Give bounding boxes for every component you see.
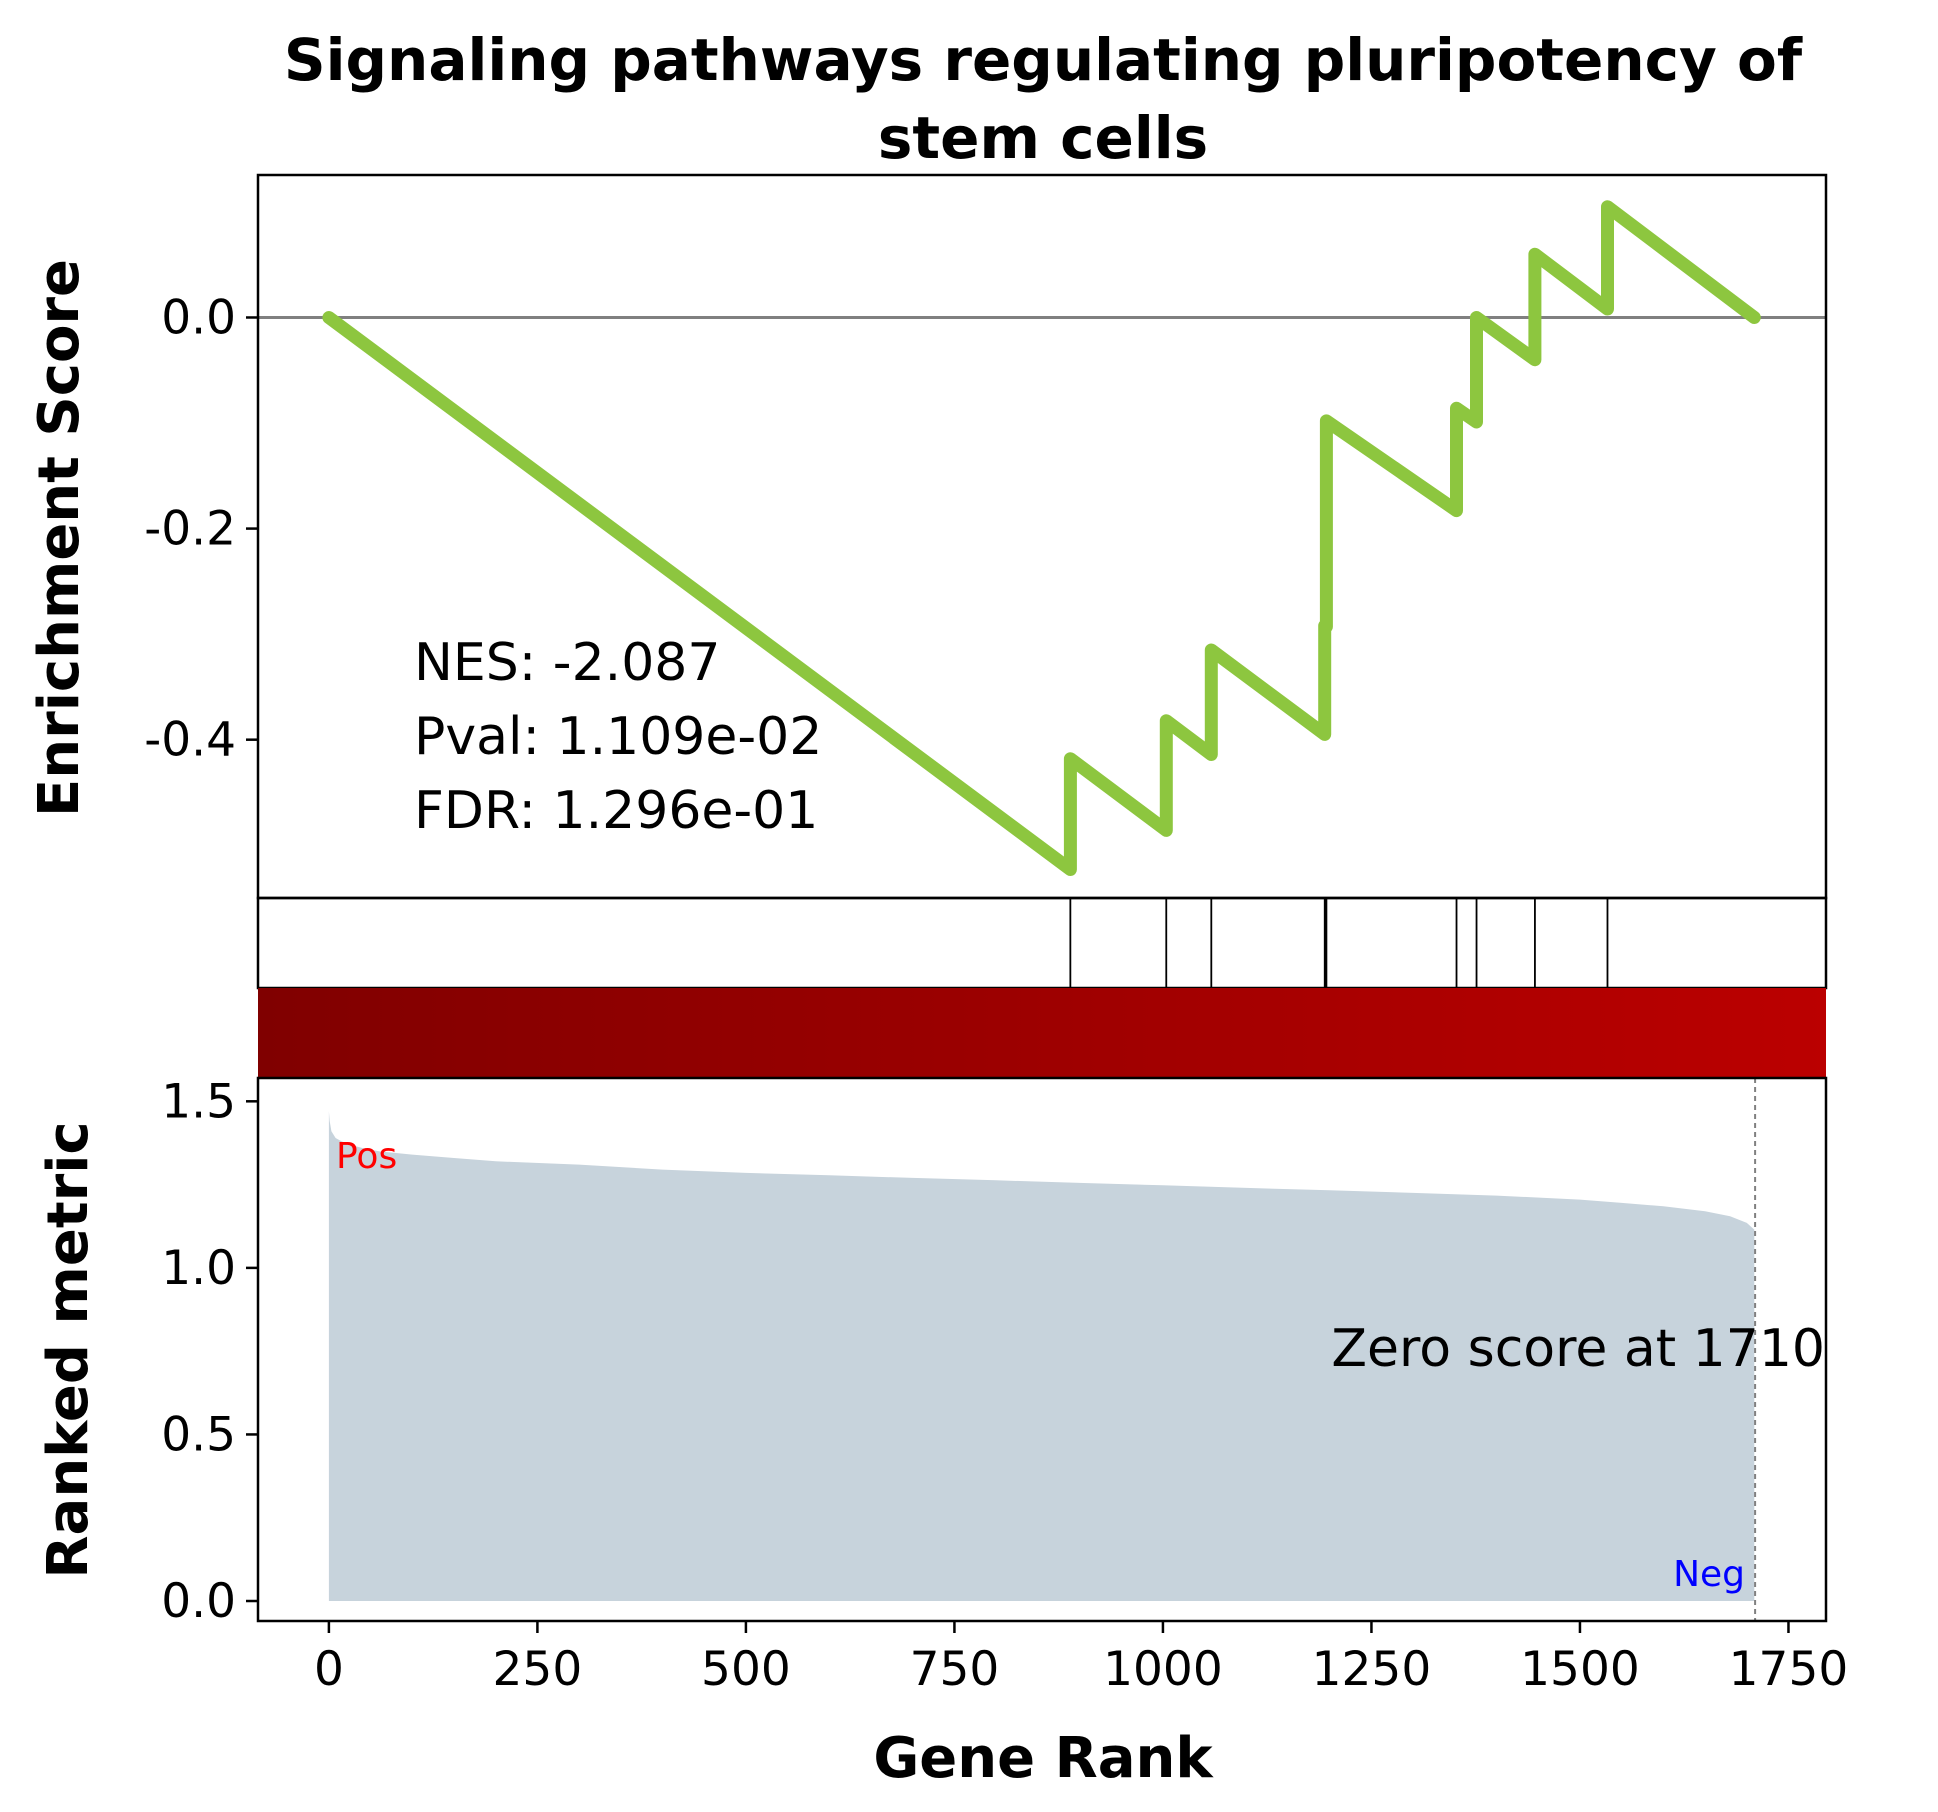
rm-tick-label: 1.0: [161, 1241, 236, 1296]
x-tick-label: 1750: [1729, 1642, 1849, 1697]
x-tick-label: 750: [910, 1642, 1000, 1697]
hits-panel-frame: [256, 896, 1828, 990]
es-y-axis-label: Enrichment Score: [27, 259, 92, 817]
x-tick-label: 1500: [1520, 1642, 1640, 1697]
neg-label: Neg: [1673, 1554, 1745, 1595]
x-tick-label: 1000: [1103, 1642, 1223, 1697]
nes-stat: NES: -2.087: [414, 633, 720, 693]
rm-ticks-group: 0.0 0.5 1.0 1.5: [161, 1074, 258, 1629]
es-panel: 0.0-0.2-0.4 NES: -2.087 Pval: 1.109e-02 …: [27, 173, 1828, 900]
chart-title-line-2: stem cells: [878, 104, 1208, 172]
es-tick-label: -0.2: [144, 502, 236, 557]
x-tick-label: 1250: [1312, 1642, 1432, 1697]
fdr-stat: FDR: 1.296e-01: [414, 781, 818, 841]
x-ticks-group: 0 250 500 750 1000 1250 1500 1750: [314, 1621, 1848, 1697]
zero-score-label: Zero score at 1710: [1331, 1319, 1825, 1379]
x-tick-label: 250: [493, 1642, 583, 1697]
rm-tick-label: 0.0: [161, 1574, 236, 1629]
hits-panel: [256, 896, 1828, 990]
es-tick-label: -0.4: [144, 713, 236, 768]
es-ticks-group: 0.0 -0.2 -0.4: [144, 290, 258, 768]
es-series-group: [322, 200, 1761, 876]
rm-y-axis-label: Ranked metric: [36, 1121, 101, 1578]
rm-panel: 0.00.51.01.5 Pos Neg Zero score at 1710 …: [36, 1074, 1828, 1629]
rm-tick-label: 1.5: [161, 1074, 236, 1129]
rm-tick-label: 0.5: [161, 1407, 236, 1462]
x-tick-label: 500: [701, 1642, 791, 1697]
x-tick-label: 0: [314, 1642, 344, 1697]
rm-panel-frame: [256, 1076, 1828, 1623]
pval-stat: Pval: 1.109e-02: [414, 707, 822, 767]
x-axis-label: Gene Rank: [873, 1726, 1214, 1791]
es-tick-label: 0.0: [161, 290, 236, 345]
pos-label: Pos: [336, 1136, 397, 1177]
hit-lines-group: [1069, 898, 1609, 988]
es-series-line-0: [322, 200, 1761, 876]
chart-title-line-1: Signaling pathways regulating pluripoten…: [284, 26, 1803, 94]
ranked-metric-area: [328, 1111, 1755, 1601]
rank-heatmap-bar: [258, 988, 1826, 1078]
